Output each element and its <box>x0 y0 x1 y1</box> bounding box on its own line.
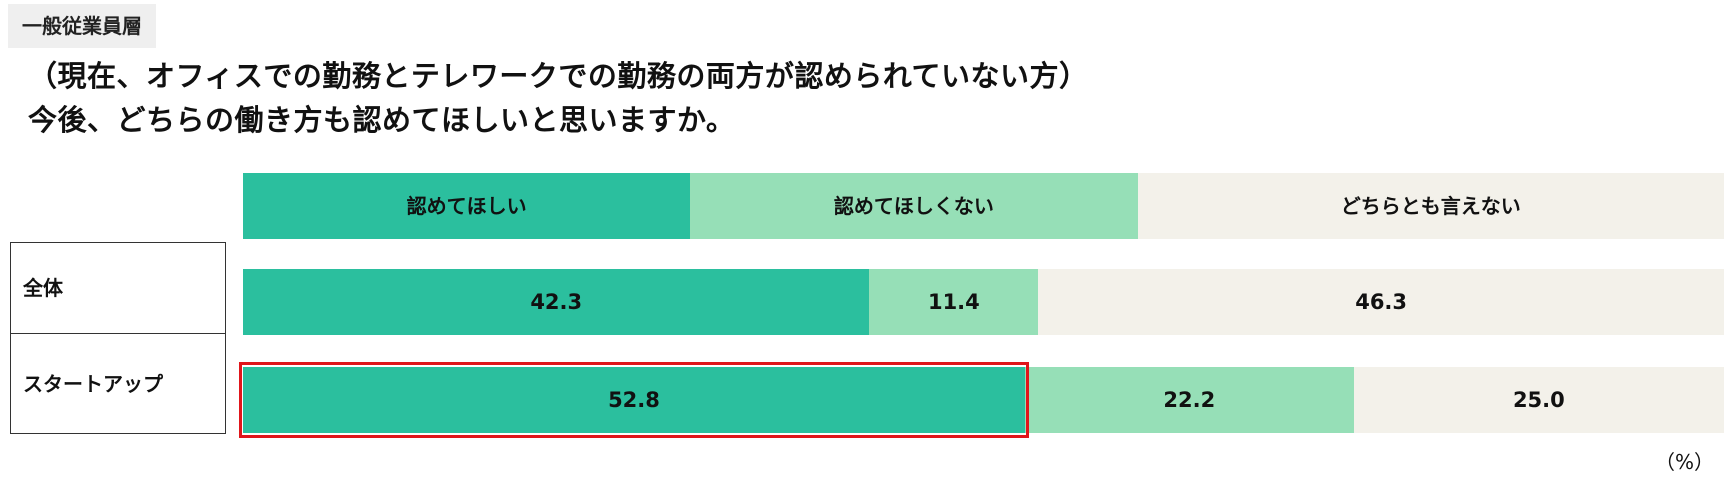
legend-item-neither: どちらとも言えない <box>1137 173 1724 239</box>
bar-overall-neither: 46.3 <box>1038 269 1724 335</box>
highlight-box <box>239 362 1029 438</box>
unit-label: （%） <box>1654 450 1714 474</box>
bar-startup-not-want: 22.2 <box>1024 367 1354 433</box>
bar-row-overall: 42.3 11.4 46.3 <box>243 269 1724 335</box>
category-label-overall: 全体 <box>10 242 226 334</box>
bar-startup-neither: 25.0 <box>1353 367 1724 433</box>
title-line-2: 今後、どちらの働き方も認めてほしいと思いますか。 <box>28 103 736 137</box>
bar-overall-want: 42.3 <box>243 269 870 335</box>
bar-startup-want: 52.8 <box>243 367 1025 433</box>
legend-item-not-want: 認めてほしくない <box>690 173 1138 239</box>
segment-tag: 一般従業員層 <box>8 4 156 48</box>
legend-item-want: 認めてほしい <box>243 173 691 239</box>
title-line-1: （現在、オフィスでの勤務とテレワークでの勤務の両方が認められていない方） <box>28 59 1089 93</box>
bar-overall-not-want: 11.4 <box>869 269 1039 335</box>
question-title: （現在、オフィスでの勤務とテレワークでの勤務の両方が認められていない方） 今後、… <box>28 54 1089 142</box>
legend: 認めてほしい 認めてほしくない どちらとも言えない <box>243 173 1724 239</box>
category-label-startup: スタートアップ <box>10 334 226 434</box>
bar-row-startup: 52.8 22.2 25.0 <box>243 367 1724 433</box>
